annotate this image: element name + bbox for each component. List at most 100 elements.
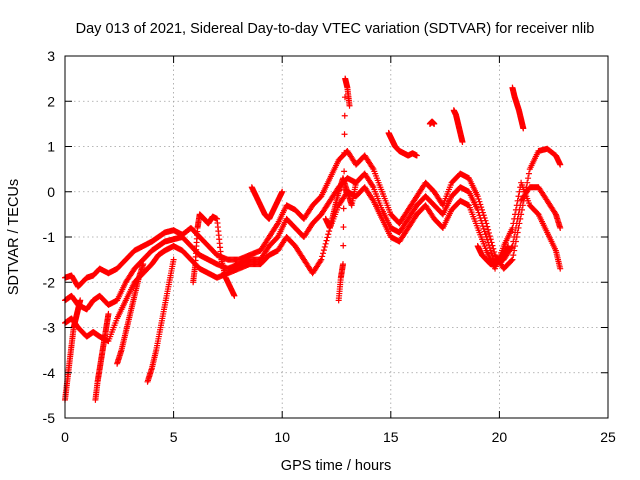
data-point: [231, 292, 238, 299]
y-axis-ticks: -5 -4 -3 -2 -1 0 1 2 3: [43, 48, 608, 426]
data-point: [369, 182, 376, 189]
data-point: [557, 265, 564, 272]
data-point: [170, 256, 177, 263]
data-point: [477, 214, 484, 221]
data-point: [488, 250, 495, 257]
data-point: [140, 261, 147, 268]
data-point: [322, 240, 329, 247]
data-point: [474, 193, 481, 200]
data-point: [514, 197, 521, 204]
data-point: [341, 112, 348, 119]
data-point: [324, 234, 331, 241]
data-point: [511, 215, 518, 222]
data-point: [510, 252, 517, 259]
y-tick-label: -3: [43, 320, 56, 336]
data-point: [341, 131, 348, 138]
data-point: [479, 223, 486, 230]
data-point: [511, 234, 518, 240]
data-point: [320, 247, 327, 254]
data-point: [474, 206, 481, 213]
x-tick-label: 25: [600, 429, 616, 445]
data-point: [325, 231, 332, 238]
data-point: [369, 164, 376, 171]
y-tick-label: -1: [43, 229, 56, 245]
x-tick-label: 15: [383, 429, 399, 445]
y-tick-label: -4: [43, 365, 56, 381]
data-point: [486, 233, 493, 240]
data-point: [279, 188, 286, 195]
data-point: [524, 179, 531, 186]
data-point: [485, 229, 492, 236]
data-point: [346, 102, 353, 109]
data-point: [512, 229, 519, 236]
x-axis-ticks: 0 5 10 15 20 25: [61, 56, 616, 445]
data-point: [323, 237, 330, 244]
data-point: [478, 217, 485, 224]
y-axis-label: SDTVAR / TECUs: [6, 179, 22, 295]
data-point: [491, 248, 498, 255]
data-point: [510, 238, 517, 245]
data-point: [515, 193, 522, 200]
data-point: [525, 175, 532, 182]
data-point: [475, 195, 482, 202]
data-point: [477, 201, 484, 208]
data-point: [105, 310, 112, 317]
data-point: [475, 209, 482, 216]
data-point: [431, 120, 438, 127]
y-tick-label: 3: [47, 48, 55, 64]
data-point: [317, 257, 324, 264]
data-point: [340, 205, 347, 212]
data-point: [341, 149, 348, 156]
x-tick-label: 5: [170, 429, 178, 445]
data-point: [319, 253, 326, 260]
data-point: [480, 225, 487, 232]
data-point: [520, 125, 527, 132]
y-tick-label: 2: [47, 93, 55, 109]
data-point: [512, 211, 519, 218]
data-point: [340, 242, 347, 249]
data-point: [485, 239, 492, 246]
data-point: [485, 226, 492, 233]
data-point: [512, 206, 519, 213]
data-point: [557, 161, 564, 168]
x-axis-label: GPS time / hours: [281, 458, 391, 474]
data-point: [513, 202, 520, 209]
data-point: [353, 179, 360, 186]
data-point: [482, 231, 489, 238]
data-point: [509, 256, 516, 263]
data-point: [476, 198, 483, 205]
data-point: [320, 250, 327, 257]
x-tick-label: 0: [61, 429, 69, 445]
data-point: [478, 204, 485, 211]
data-point: [369, 196, 376, 203]
data-point: [340, 224, 347, 231]
data-point: [510, 220, 517, 227]
data-point: [459, 138, 466, 145]
chart-title: Day 013 of 2021, Sidereal Day-to-day VTE…: [76, 21, 595, 37]
x-tick-label: 10: [274, 429, 290, 445]
data-point: [484, 236, 491, 243]
data-point: [508, 257, 515, 264]
x-tick-label: 20: [492, 429, 508, 445]
data-point: [481, 228, 488, 235]
data-point: [552, 210, 559, 217]
y-tick-label: 1: [47, 139, 55, 155]
data-point: [413, 152, 420, 159]
grid-lines: [65, 56, 608, 418]
data-point: [341, 168, 348, 175]
data-point: [516, 188, 523, 195]
data-point: [479, 220, 486, 227]
data-points: [62, 75, 564, 403]
data-point: [321, 243, 328, 250]
y-tick-label: -5: [43, 410, 56, 426]
data-point: [340, 261, 347, 268]
data-point: [273, 221, 280, 228]
data-point: [318, 256, 325, 263]
data-point: [77, 297, 84, 304]
data-point: [483, 234, 490, 240]
y-tick-label: 0: [47, 184, 55, 200]
data-point: [525, 170, 532, 177]
data-point: [485, 242, 492, 249]
